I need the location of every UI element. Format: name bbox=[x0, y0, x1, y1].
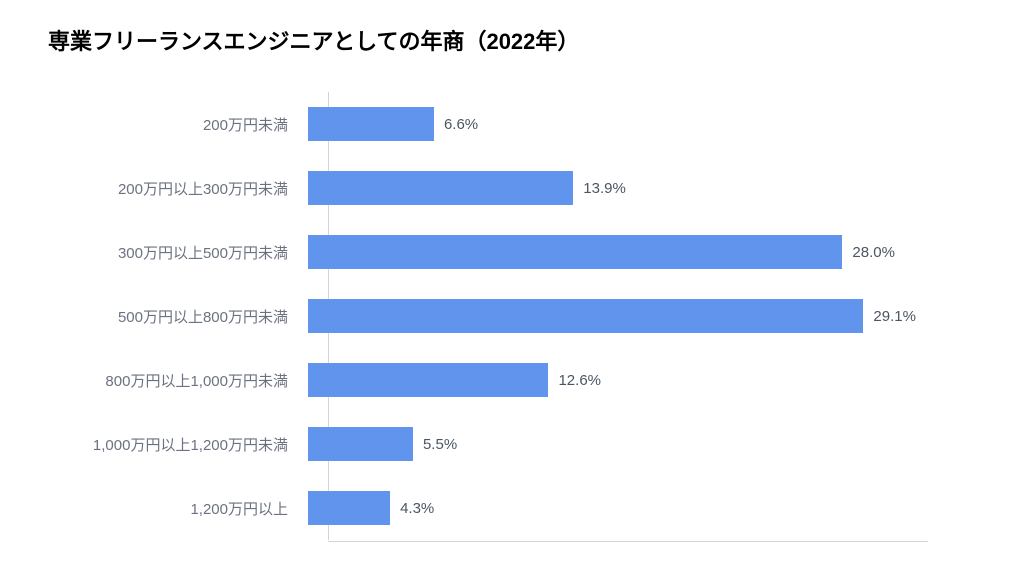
bar-plot: 4.3% bbox=[308, 476, 976, 540]
category-label: 200万円以上300万円未満 bbox=[48, 178, 308, 199]
bar bbox=[308, 427, 413, 461]
category-label: 1,000万円以上1,200万円未満 bbox=[48, 434, 308, 455]
value-label: 5.5% bbox=[423, 436, 457, 453]
category-label: 200万円未満 bbox=[48, 114, 308, 135]
chart-title: 専業フリーランスエンジニアとしての年商（2022年） bbox=[48, 24, 976, 56]
bar-row: 1,200万円以上 4.3% bbox=[48, 476, 976, 540]
category-label: 300万円以上500万円未満 bbox=[48, 242, 308, 263]
bar bbox=[308, 491, 390, 525]
bar bbox=[308, 171, 573, 205]
chart-container: 専業フリーランスエンジニアとしての年商（2022年） 200万円未満 6.6% … bbox=[0, 0, 1024, 564]
value-label: 6.6% bbox=[444, 116, 478, 133]
category-label: 800万円以上1,000万円未満 bbox=[48, 370, 308, 391]
bar bbox=[308, 363, 548, 397]
bar-plot: 13.9% bbox=[308, 156, 976, 220]
value-label: 4.3% bbox=[400, 500, 434, 517]
category-label: 1,200万円以上 bbox=[48, 498, 308, 519]
value-label: 28.0% bbox=[852, 244, 895, 261]
bar-row: 200万円以上300万円未満 13.9% bbox=[48, 156, 976, 220]
bar-plot: 5.5% bbox=[308, 412, 976, 476]
bar-row: 800万円以上1,000万円未満 12.6% bbox=[48, 348, 976, 412]
bar-row: 500万円以上800万円未満 29.1% bbox=[48, 284, 976, 348]
category-label: 500万円以上800万円未満 bbox=[48, 306, 308, 327]
bar-row: 1,000万円以上1,200万円未満 5.5% bbox=[48, 412, 976, 476]
bar-row: 200万円未満 6.6% bbox=[48, 92, 976, 156]
value-label: 29.1% bbox=[873, 308, 916, 325]
bar-plot: 29.1% bbox=[308, 284, 976, 348]
bar-plot: 6.6% bbox=[308, 92, 976, 156]
chart-plot-area: 200万円未満 6.6% 200万円以上300万円未満 13.9% 300万円以… bbox=[48, 92, 976, 540]
bar bbox=[308, 107, 434, 141]
bar-plot: 28.0% bbox=[308, 220, 976, 284]
x-axis-line bbox=[328, 541, 928, 542]
bar-plot: 12.6% bbox=[308, 348, 976, 412]
bar bbox=[308, 235, 842, 269]
bar-row: 300万円以上500万円未満 28.0% bbox=[48, 220, 976, 284]
value-label: 12.6% bbox=[558, 372, 601, 389]
value-label: 13.9% bbox=[583, 180, 626, 197]
bar bbox=[308, 299, 863, 333]
